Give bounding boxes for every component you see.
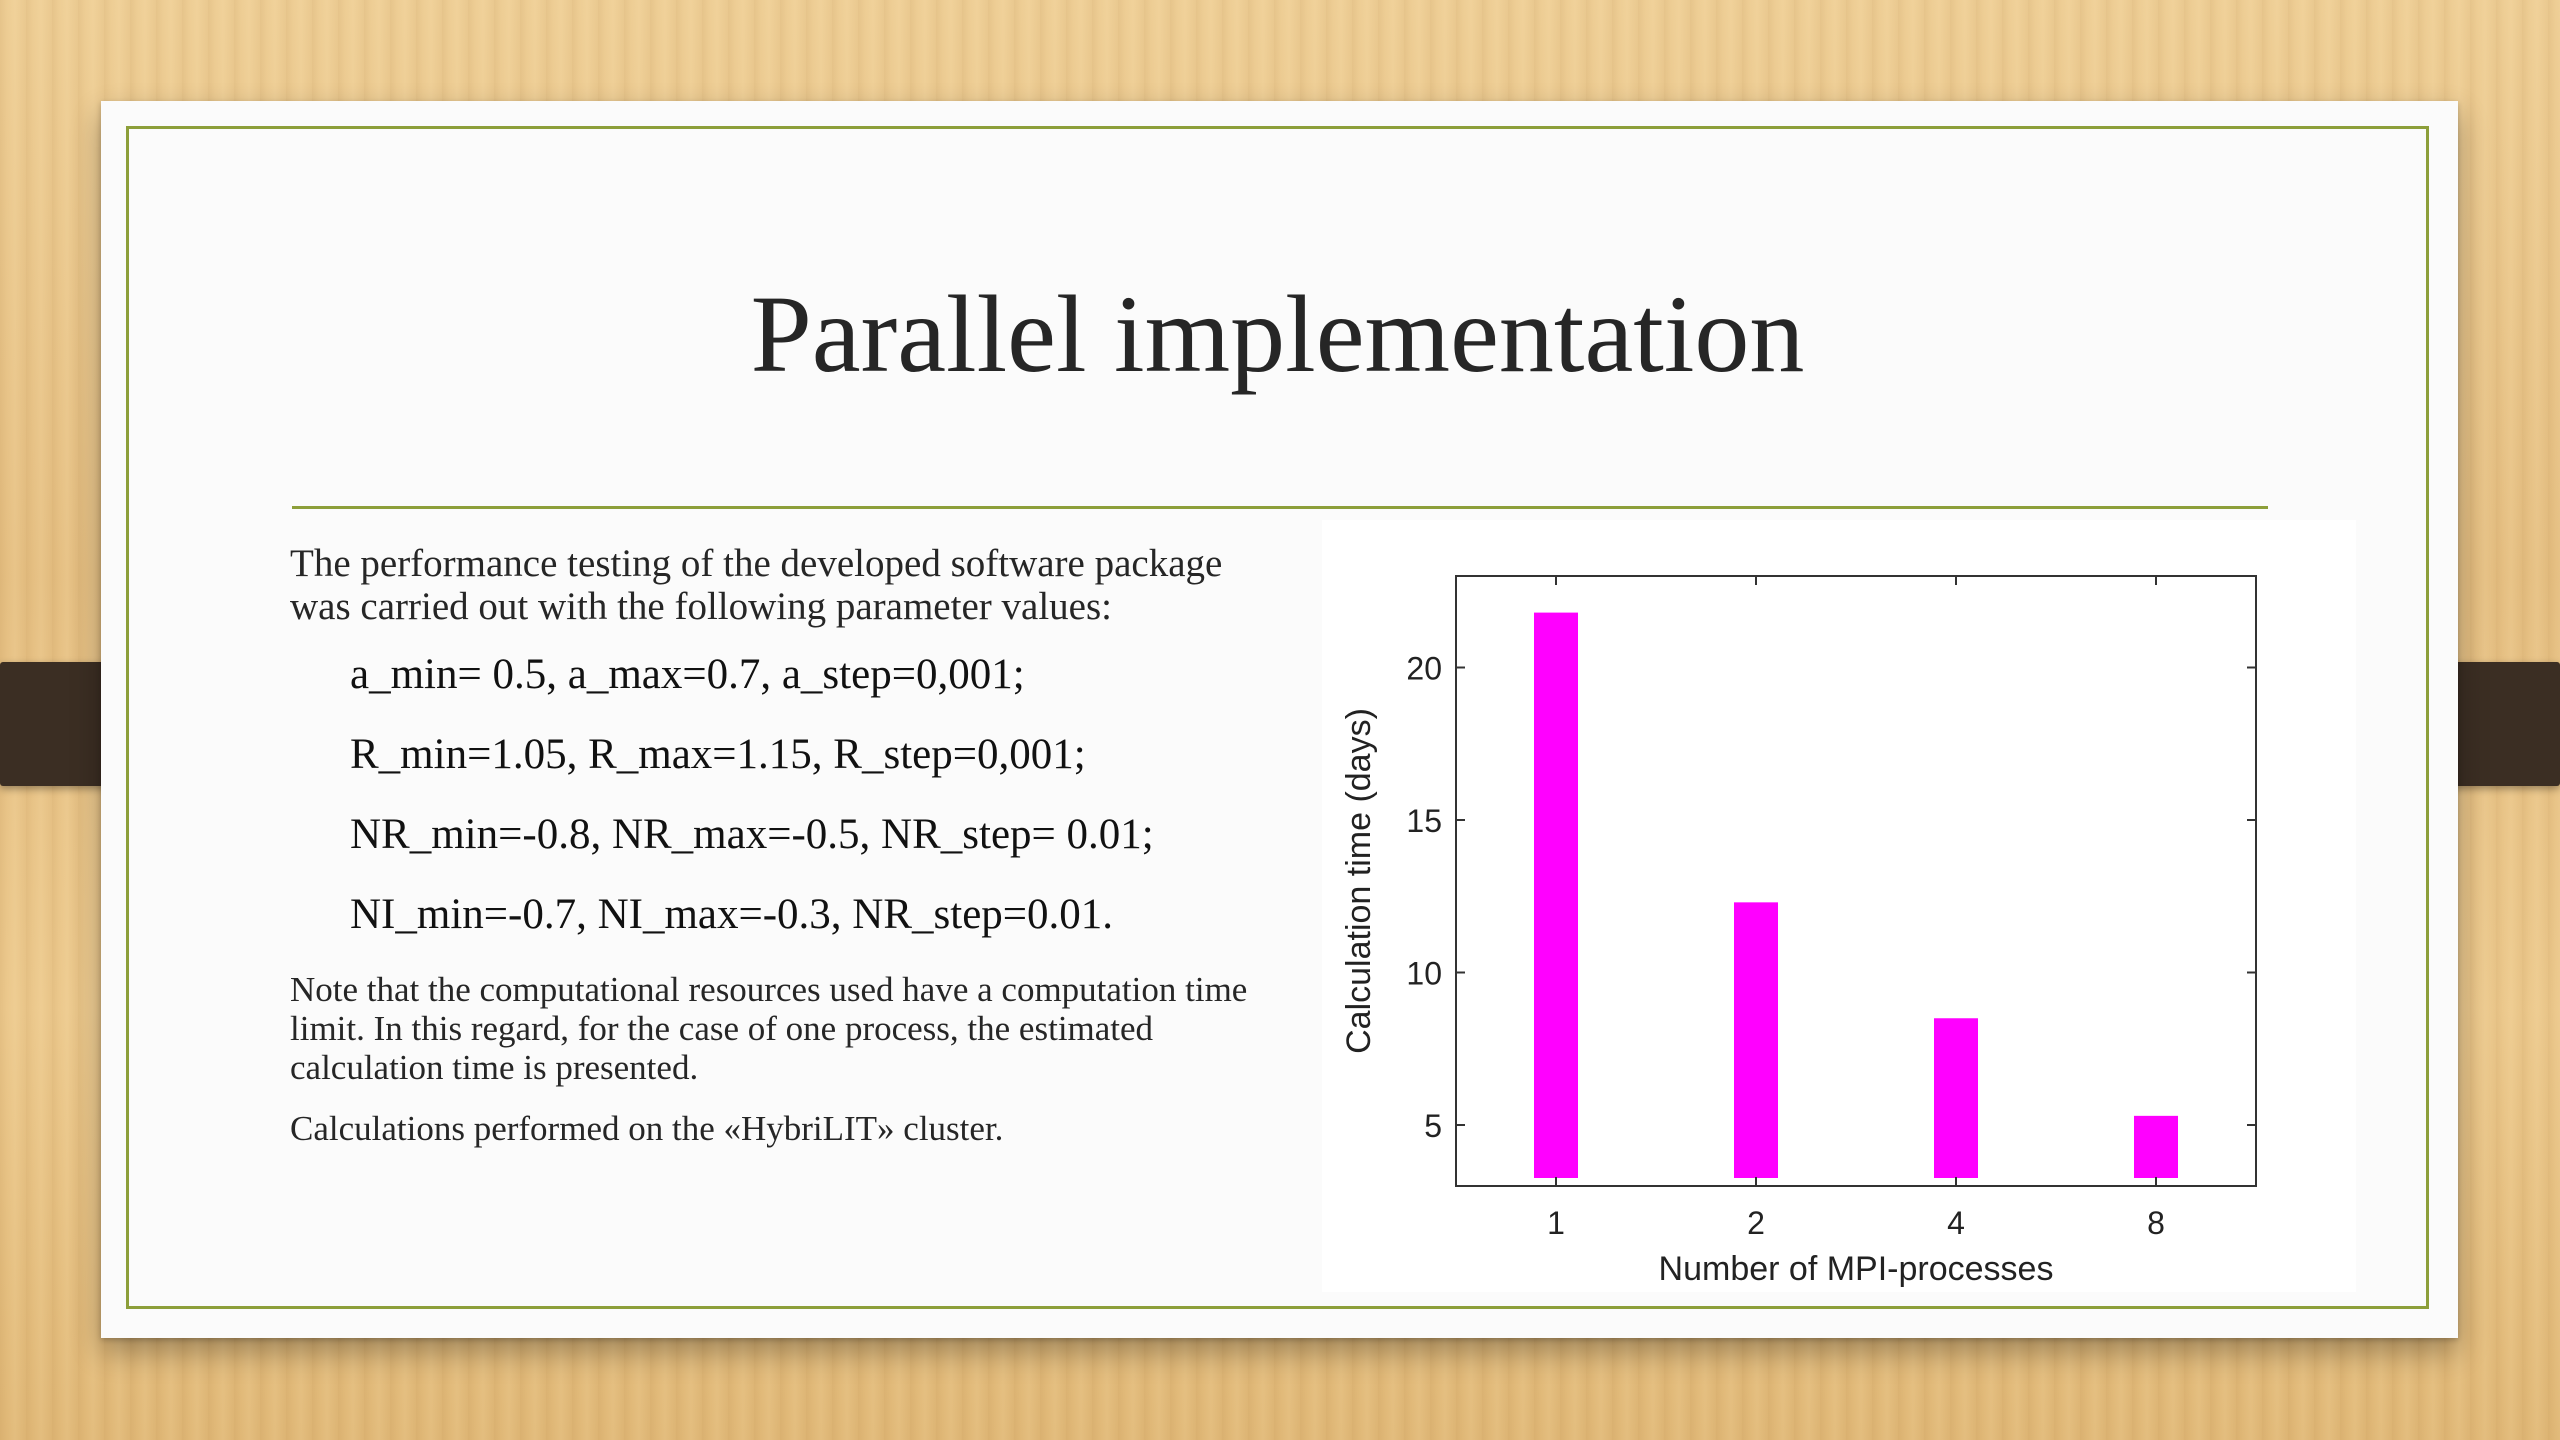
title-divider [292, 506, 2268, 509]
bar-1 [1534, 612, 1578, 1178]
x-tick-label: 2 [1747, 1205, 1765, 1241]
y-tick-label: 15 [1406, 803, 1442, 839]
y-tick-label: 20 [1406, 651, 1442, 687]
y-axis-label: Calculation time (days) [1340, 708, 1378, 1054]
param-a: a_min= 0.5, a_max=0.7, a_step=0,001; [350, 651, 1025, 698]
slide-frame [126, 126, 2429, 1309]
y-tick-label: 10 [1406, 956, 1442, 992]
slide-title: Parallel implementation [750, 273, 1805, 395]
plot-frame [1455, 575, 2257, 1187]
y-tick-label: 5 [1424, 1108, 1442, 1144]
slide-body: The performance testing of the developed… [290, 542, 1290, 1170]
param-r: R_min=1.05, R_max=1.15, R_step=0,001; [350, 731, 1086, 778]
bar-8 [2134, 1115, 2178, 1178]
bar-2 [1734, 902, 1778, 1178]
param-nr: NR_min=-0.8, NR_max=-0.5, NR_step= 0.01; [350, 811, 1154, 858]
param-ni: NI_min=-0.7, NI_max=-0.3, NR_step=0.01. [350, 891, 1114, 938]
bar-4 [1934, 1018, 1978, 1178]
parameter-list: a_min= 0.5, a_max=0.7, a_step=0,001; R_m… [350, 650, 1290, 940]
x-axis-label: Number of MPI-processes [1659, 1250, 2054, 1288]
note-paragraph: Note that the computational resources us… [290, 970, 1248, 1087]
x-tick-label: 8 [2147, 1205, 2165, 1241]
x-tick-label: 4 [1947, 1205, 1965, 1241]
intro-paragraph: The performance testing of the developed… [290, 542, 1223, 628]
x-tick-label: 1 [1547, 1205, 1565, 1241]
cluster-paragraph: Calculations performed on the «HybriLIT»… [290, 1109, 1004, 1148]
